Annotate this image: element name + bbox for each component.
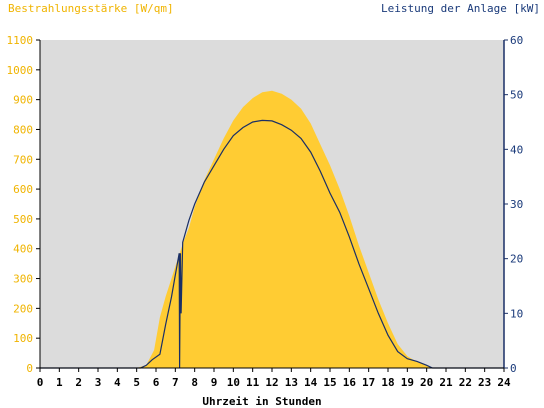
right-tick-label: 30 (510, 198, 523, 211)
right-tick-label: 40 (510, 143, 523, 156)
x-axis-title: Uhrzeit in Stunden (202, 395, 321, 408)
right-tick-label: 20 (510, 253, 523, 266)
x-tick-label: 20 (420, 376, 433, 389)
left-tick-label: 500 (13, 213, 33, 226)
x-tick-label: 14 (304, 376, 318, 389)
left-axis-ticks: 0 100 200 300 400 500 600 700 800 900 1000 1100 (7, 34, 40, 375)
x-tick-label: 2 (75, 376, 82, 389)
x-tick-label: 21 (439, 376, 453, 389)
x-tick-label: 9 (211, 376, 218, 389)
left-tick-label: 100 (13, 332, 33, 345)
x-tick-label: 15 (323, 376, 336, 389)
x-tick-label: 0 (37, 376, 44, 389)
right-tick-label: 0 (510, 362, 517, 375)
x-tick-label: 10 (227, 376, 240, 389)
x-tick-label: 23 (478, 376, 491, 389)
irradiance-area (40, 90, 504, 368)
left-tick-label: 400 (13, 243, 33, 256)
right-tick-label: 60 (510, 34, 523, 47)
x-tick-label: 4 (114, 376, 121, 389)
left-tick-label: 1000 (7, 64, 34, 77)
power-line (40, 119, 504, 369)
x-tick-label: 13 (285, 376, 298, 389)
x-tick-label: 6 (153, 376, 160, 389)
x-tick-label: 5 (133, 376, 140, 389)
right-axis-ticks: 0 10 20 30 40 50 60 (504, 34, 523, 375)
left-tick-label: 700 (13, 153, 33, 166)
left-tick-label: 600 (13, 183, 33, 196)
left-axis-title: Bestrahlungsstärke [W/qm] (8, 2, 174, 15)
x-tick-label: 22 (459, 376, 472, 389)
x-tick-label: 16 (343, 376, 357, 389)
x-tick-label: 12 (265, 376, 278, 389)
x-tick-label: 8 (191, 376, 198, 389)
x-tick-label: 3 (95, 376, 102, 389)
x-tick-label: 24 (497, 376, 511, 389)
right-tick-label: 50 (510, 89, 523, 102)
left-tick-label: 0 (26, 362, 33, 375)
right-tick-label: 10 (510, 307, 523, 320)
x-tick-label: 7 (172, 376, 179, 389)
x-axis-ticks: 0 1 2 3 4 5 6 7 8 9 10 11 12 13 14 15 16 17 18 19 20 21 22 23 24 (37, 368, 511, 389)
left-tick-label: 300 (13, 273, 33, 286)
left-tick-label: 1100 (7, 34, 34, 47)
left-tick-label: 800 (13, 123, 33, 136)
left-tick-label: 200 (13, 302, 33, 315)
x-tick-label: 19 (401, 376, 414, 389)
x-tick-label: 1 (56, 376, 63, 389)
x-tick-label: 17 (362, 376, 375, 389)
left-tick-label: 900 (13, 94, 33, 107)
x-tick-label: 18 (381, 376, 394, 389)
right-axis-title: Leistung der Anlage [kW] (381, 2, 540, 15)
x-tick-label: 11 (246, 376, 260, 389)
